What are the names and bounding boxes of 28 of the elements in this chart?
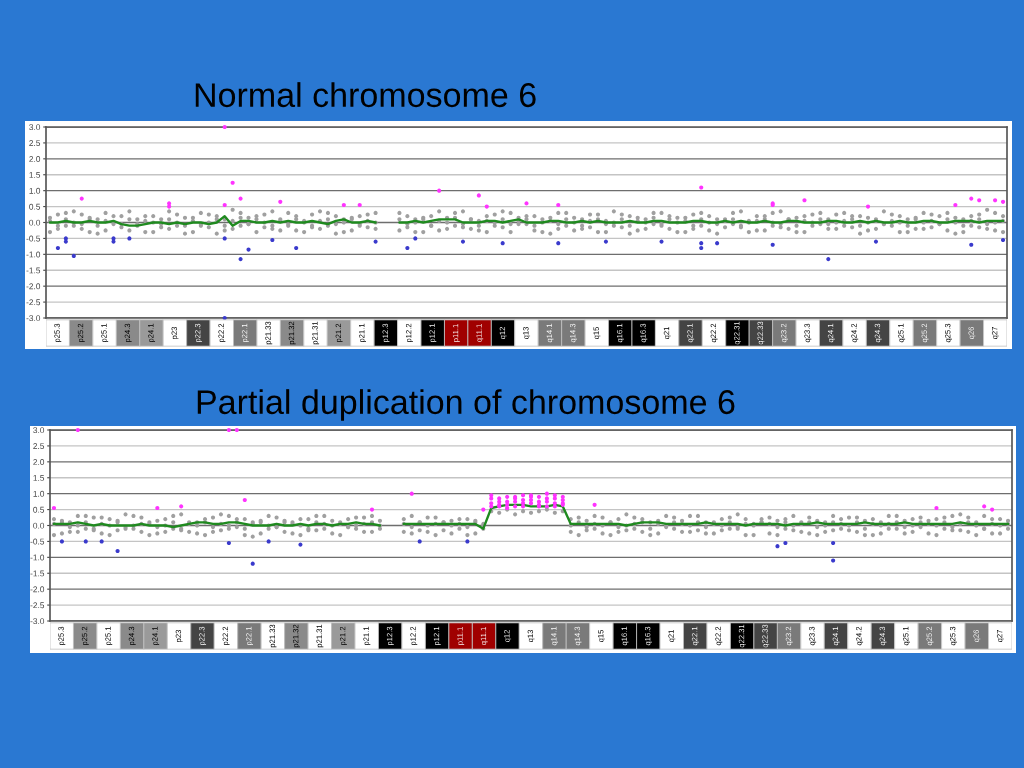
y-tick-label: -3.0	[26, 315, 41, 322]
y-tick-label: 1.0	[33, 490, 45, 497]
y-tick-label: 0.0	[33, 522, 45, 529]
y-tick-label: 3.0	[33, 427, 45, 434]
y-tick-label: 1.5	[29, 172, 41, 178]
y-tick-label: -0.5	[30, 538, 45, 545]
y-tick-label: 2.0	[29, 156, 41, 162]
y-tick-label: 2.5	[29, 140, 41, 147]
y-tick-label: -0.5	[26, 235, 41, 242]
y-tick-label: -3.0	[30, 618, 45, 625]
y-tick-label: 0.5	[29, 203, 41, 210]
y-tick-label: -2.0	[26, 283, 41, 290]
y-tick-label: -2.5	[26, 299, 41, 306]
y-tick-label: -1.5	[26, 267, 41, 274]
y-tick-label: -2.5	[30, 602, 45, 609]
y-tick-label: 2.5	[33, 443, 45, 450]
y-tick-label: 3.0	[29, 124, 41, 131]
y-tick-label: 1.0	[29, 187, 41, 194]
y-tick-label: 0.5	[33, 506, 45, 513]
chart-title: Normal chromosome 6	[195, 82, 536, 108]
y-tick-label: 0.0	[29, 219, 41, 226]
y-tick-label: -2.0	[30, 586, 45, 593]
y-tick-label: 2.0	[33, 459, 45, 465]
y-tick-label: -1.0	[30, 554, 45, 561]
y-tick-label: 1.5	[33, 475, 45, 481]
y-tick-label: -1.5	[30, 570, 45, 577]
chart-title: Partial duplication of chromosome 6	[197, 389, 735, 421]
y-tick-label: -1.0	[26, 251, 41, 258]
